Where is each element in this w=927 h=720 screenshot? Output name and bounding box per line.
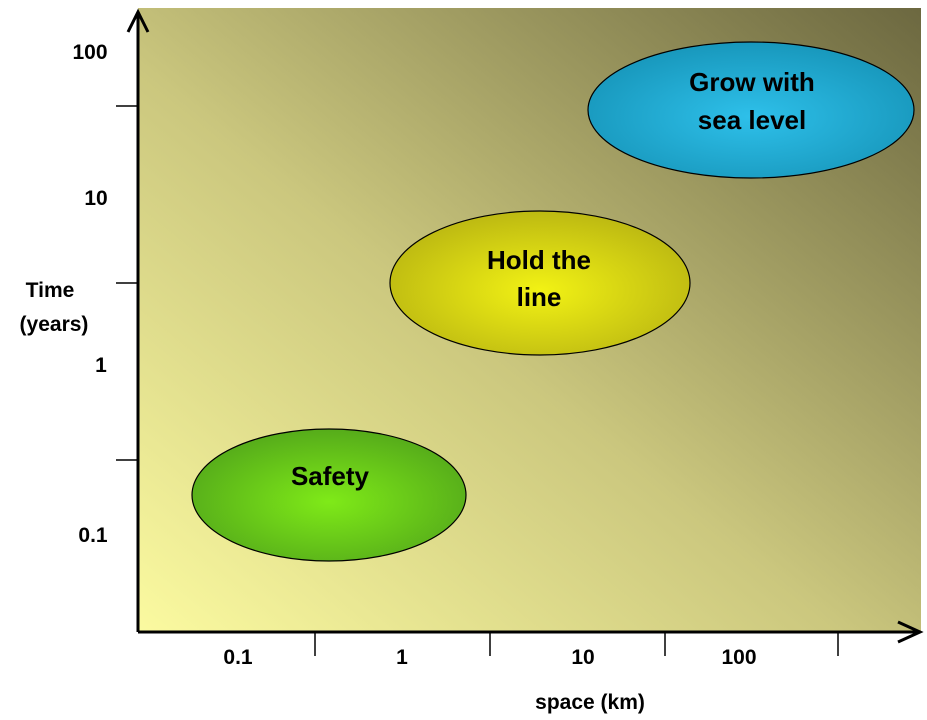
y-tick-label: 1 [95, 354, 107, 377]
y-axis-arrowhead [126, 8, 150, 33]
x-axis-label: space (km) [535, 691, 645, 714]
safety-label: Safety [291, 461, 370, 491]
y-tick-label: 10 [84, 187, 107, 210]
safety-ellipse [191, 428, 467, 562]
region-safety: Safety [191, 428, 467, 562]
region-grow-with-sea-level: Grow with sea level [587, 41, 915, 179]
y-tick-label: 0.1 [78, 524, 108, 547]
x-axis-arrowhead [897, 620, 924, 644]
hold-the-line-label-line1: Hold the [487, 245, 591, 275]
grow-ellipse [587, 41, 915, 179]
y-axis-label-line1: Time [26, 279, 75, 302]
x-tick-label: 1 [396, 646, 408, 669]
y-tick-label: 100 [72, 41, 107, 64]
x-tick-label: 100 [721, 646, 756, 669]
hold-the-line-ellipse [389, 210, 691, 356]
grow-label-line1: Grow with [689, 67, 815, 97]
region-hold-the-line: Hold the line [389, 210, 691, 356]
hold-the-line-label-line2: line [517, 282, 562, 312]
y-axis-label-line2: (years) [20, 313, 89, 336]
grow-label-line2: sea level [698, 105, 806, 135]
x-tick-label: 10 [571, 646, 594, 669]
x-tick-label: 0.1 [223, 646, 253, 669]
